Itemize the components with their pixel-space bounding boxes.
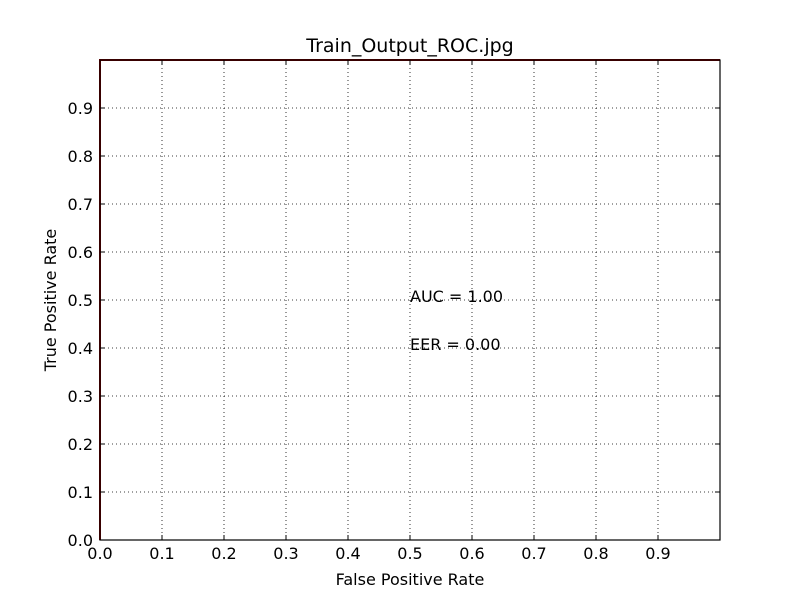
annotations: AUC = 1.00 EER = 0.00 <box>410 287 503 354</box>
y-tick-label: 0.9 <box>68 99 93 118</box>
x-tick-label: 0.9 <box>645 544 670 563</box>
x-tick-label: 0.0 <box>87 544 112 563</box>
y-tick-label: 0.5 <box>68 291 93 310</box>
annotation-text: AUC = 1.00 <box>410 287 503 306</box>
y-tick-label: 0.8 <box>68 147 93 166</box>
y-axis-label: True Positive Rate <box>41 229 60 373</box>
grid-lines <box>99 60 720 541</box>
x-tick-label: 0.7 <box>521 544 546 563</box>
x-tick-label: 0.5 <box>397 544 422 563</box>
x-tick-labels: 0.0 0.1 0.2 0.3 0.4 0.5 0.6 0.7 0.8 0.9 <box>87 544 670 563</box>
chart-title: Train_Output_ROC.jpg <box>305 35 513 57</box>
y-tick-label: 0.0 <box>68 531 93 550</box>
y-tick-label: 0.7 <box>68 195 93 214</box>
x-tick-label: 0.6 <box>459 544 484 563</box>
y-tick-label: 0.2 <box>68 435 93 454</box>
y-tick-label: 0.3 <box>68 387 93 406</box>
y-tick-label: 0.1 <box>68 483 93 502</box>
x-tick-label: 0.4 <box>335 544 360 563</box>
x-axis-label: False Positive Rate <box>336 570 485 589</box>
x-tick-label: 0.1 <box>149 544 174 563</box>
tick-marks <box>99 60 720 541</box>
x-tick-label: 0.8 <box>583 544 608 563</box>
y-tick-labels: 0.0 0.1 0.2 0.3 0.4 0.5 0.6 0.7 0.8 0.9 <box>68 99 93 550</box>
x-tick-label: 0.3 <box>273 544 298 563</box>
x-tick-label: 0.2 <box>211 544 236 563</box>
y-tick-label: 0.4 <box>68 339 93 358</box>
annotation-text: EER = 0.00 <box>410 335 501 354</box>
y-tick-label: 0.6 <box>68 243 93 262</box>
